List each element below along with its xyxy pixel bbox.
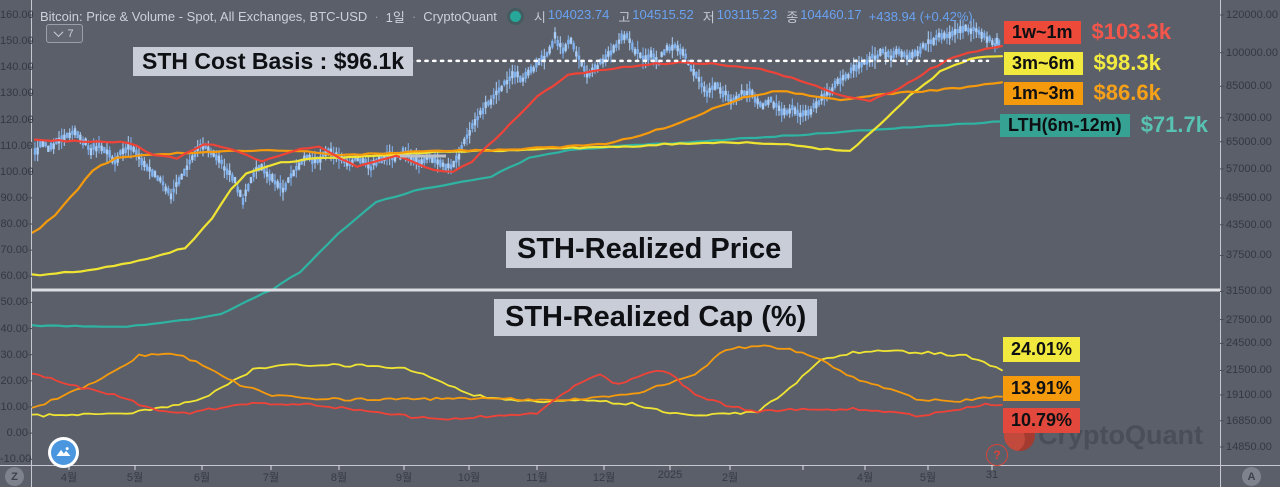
left-axis-tick: 0.00 <box>6 427 28 439</box>
legend-cohort-label: LTH(6m-12m) <box>1000 113 1130 137</box>
right-axis-tick: 73000.00 <box>1226 112 1272 124</box>
legend-cohort-label: 3m~6m <box>1004 51 1083 75</box>
x-axis-label: 8월 <box>330 472 348 484</box>
pane1-title: STH-Realized Price <box>506 231 793 268</box>
ohlc-value: 104023.74 <box>547 7 610 22</box>
x-axis-label: 4월 <box>60 472 78 484</box>
ohlc-value: 104515.52 <box>632 7 694 22</box>
left-axis-tick: 80.00 <box>0 218 28 230</box>
scroll-left-badge[interactable]: Z <box>5 467 24 486</box>
x-axis-label: 6월 <box>193 472 211 484</box>
right-axis-tick: 31500.00 <box>1226 285 1272 297</box>
mountain-icon <box>51 440 76 465</box>
app-logo[interactable] <box>48 437 79 468</box>
price-legend-row: 1m~3m $86.6k <box>1004 80 1161 106</box>
right-axis-tick: 65000.00 <box>1226 136 1272 148</box>
header-separator: · <box>411 9 417 24</box>
left-axis-tick: 60.00 <box>0 270 28 282</box>
right-axis-tick: 120000.00 <box>1226 9 1278 21</box>
legend-cohort-label: 1m~3m <box>1004 81 1083 105</box>
legend-price-value: $98.3k <box>1093 50 1161 75</box>
x-axis-label: 4월 <box>856 472 874 484</box>
x-axis-label: 5월 <box>126 472 144 484</box>
ohlc-value: 104460.17 <box>800 7 862 22</box>
legend-price-value: $71.7k <box>1140 112 1208 137</box>
data-status-icon <box>509 11 521 22</box>
price-legend-row: LTH(6m-12m) $71.7k <box>1000 112 1208 138</box>
x-axis-label: 5월 <box>919 472 937 484</box>
x-axis-label: 9월 <box>395 472 413 484</box>
x-axis-label: 7월 <box>262 472 280 484</box>
ohlc-label: 시 <box>533 10 546 25</box>
chevron-down-icon <box>53 27 64 38</box>
cap-percent-label: 24.01% <box>1003 337 1081 362</box>
ohlc-pair: 종 104460.17 <box>786 7 861 26</box>
x-axis-label: 2025 <box>657 469 683 481</box>
left-axis-tick: 20.00 <box>0 375 28 387</box>
x-axis-label: 2월 <box>721 472 739 484</box>
cap-percent-label: 13.91% <box>1003 376 1081 401</box>
interval-label[interactable]: 1일 <box>385 10 405 25</box>
left-axis-tick: 130.00 <box>0 87 34 99</box>
left-axis-tick: 50.00 <box>0 296 28 308</box>
right-axis-tick: 19100.00 <box>1226 389 1272 401</box>
ohlc-pair: 시 104023.74 <box>534 7 609 26</box>
ohlc-value: 103115.23 <box>716 7 778 22</box>
sth-cost-basis-label: STH Cost Basis : $96.1k <box>133 47 414 76</box>
ohlc-pair: 저 103115.23 <box>703 7 777 26</box>
left-axis-tick: 90.00 <box>0 192 28 204</box>
right-axis-tick: 21500.00 <box>1226 364 1272 376</box>
left-axis-tick: 110.00 <box>0 140 33 152</box>
x-axis-label: 12월 <box>592 472 616 484</box>
left-axis-tick: 140.00 <box>0 61 34 73</box>
indicators-collapse-button[interactable]: 7 <box>46 24 83 43</box>
pane2-title: STH-Realized Cap (%) <box>494 299 818 336</box>
chart-header: Bitcoin: Price & Volume - Spot, All Exch… <box>40 7 973 26</box>
left-axis-tick: 40.00 <box>0 323 28 335</box>
right-axis-tick: 57000.00 <box>1226 163 1272 175</box>
right-axis-tick: 49500.00 <box>1226 192 1272 204</box>
right-axis-tick: 37500.00 <box>1226 249 1272 261</box>
right-axis-tick: 24500.00 <box>1226 337 1272 349</box>
left-axis-tick: 120.00 <box>0 114 34 126</box>
provider-label: CryptoQuant <box>423 9 497 24</box>
price-change: +438.94 (+0.42%) <box>868 9 973 24</box>
header-separator: · <box>374 9 379 24</box>
question-marker: ? <box>986 444 1008 466</box>
right-axis-tick: 14850.00 <box>1226 441 1272 453</box>
x-axis-label: 11월 <box>526 472 548 484</box>
left-axis-tick: 70.00 <box>0 244 28 256</box>
right-axis-tick: 16850.00 <box>1226 415 1272 427</box>
left-axis-tick: -10.00 <box>0 453 32 465</box>
legend-price-value: $103.3k <box>1091 19 1172 44</box>
ohlc-label: 종 <box>786 10 799 25</box>
auto-scale-badge[interactable]: A <box>1242 467 1261 486</box>
price-legend-row: 1w~1m $103.3k <box>1004 19 1171 45</box>
left-axis-tick: 10.00 <box>0 401 28 413</box>
right-axis-tick: 43500.00 <box>1226 219 1272 231</box>
right-axis-tick: 100000.00 <box>1226 47 1278 59</box>
left-axis-tick: 160.00 <box>0 9 34 21</box>
left-axis-tick: 100.00 <box>0 166 34 178</box>
ohlc-label: 고 <box>618 10 631 25</box>
ohlc-label: 저 <box>702 10 715 25</box>
legend-price-value: $86.6k <box>1093 80 1161 105</box>
right-axis-tick: 85000.00 <box>1226 80 1272 92</box>
price-legend-row: 3m~6m $98.3k <box>1004 50 1161 76</box>
indicators-count: 7 <box>67 27 74 40</box>
cap-percent-label: 10.79% <box>1003 408 1081 433</box>
ohlc-readout: 시 104023.74 고 104515.52 저 103115.23 종 104460.17 <box>534 7 862 26</box>
left-axis-tick: 150.00 <box>0 35 34 47</box>
left-axis-tick: 30.00 <box>0 349 28 361</box>
x-axis-label: 31 <box>985 469 999 481</box>
ohlc-pair: 고 104515.52 <box>618 7 693 26</box>
x-axis-label: 10월 <box>457 472 481 484</box>
right-axis-tick: 27500.00 <box>1226 314 1272 326</box>
legend-cohort-label: 1w~1m <box>1004 20 1081 44</box>
chart-title: Bitcoin: Price & Volume - Spot, All Exch… <box>40 9 368 24</box>
